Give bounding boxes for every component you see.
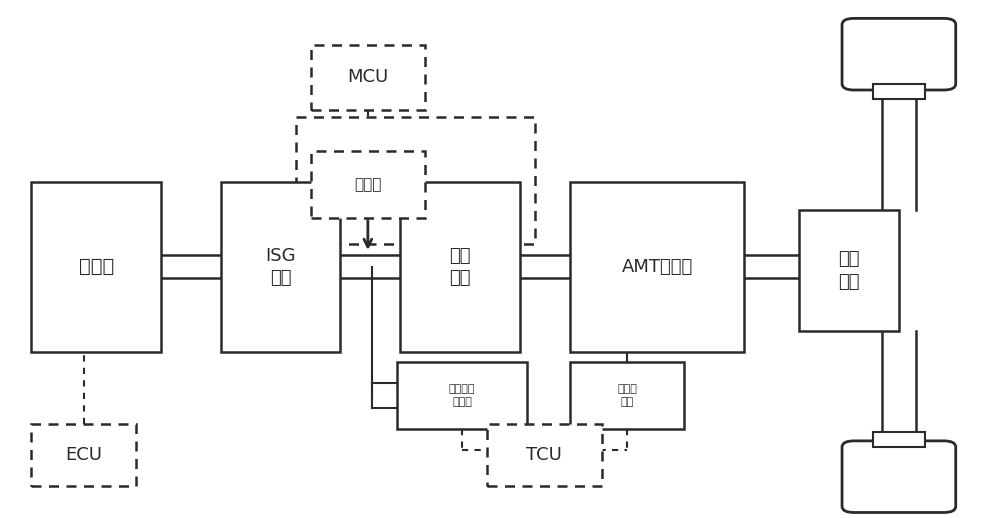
Text: 驱动
电机: 驱动 电机 xyxy=(449,247,471,287)
Text: MCU: MCU xyxy=(347,68,388,87)
Text: TCU: TCU xyxy=(526,446,562,464)
Bar xyxy=(487,424,602,486)
Bar xyxy=(873,431,925,447)
Text: 发动机: 发动机 xyxy=(78,257,114,276)
Bar xyxy=(311,151,425,218)
Bar xyxy=(570,182,744,352)
Bar xyxy=(397,362,527,429)
Text: 选换档
机构: 选换档 机构 xyxy=(617,384,637,407)
Bar xyxy=(570,362,684,429)
Bar xyxy=(400,182,520,352)
Text: ISG
电机: ISG 电机 xyxy=(265,247,296,287)
Text: AMT变速箱: AMT变速箱 xyxy=(621,258,693,276)
Bar xyxy=(311,45,425,110)
FancyBboxPatch shape xyxy=(842,441,956,512)
Bar xyxy=(873,84,925,99)
Text: 主减
速器: 主减 速器 xyxy=(838,251,860,291)
Text: 离合器: 离合器 xyxy=(354,177,382,192)
Text: 离合器执
行机构: 离合器执 行机构 xyxy=(449,384,475,407)
FancyBboxPatch shape xyxy=(842,19,956,90)
Bar xyxy=(221,182,340,352)
Bar xyxy=(31,424,136,486)
Bar xyxy=(31,182,161,352)
Bar xyxy=(296,117,535,243)
Text: ECU: ECU xyxy=(65,446,102,464)
Bar xyxy=(799,210,899,331)
